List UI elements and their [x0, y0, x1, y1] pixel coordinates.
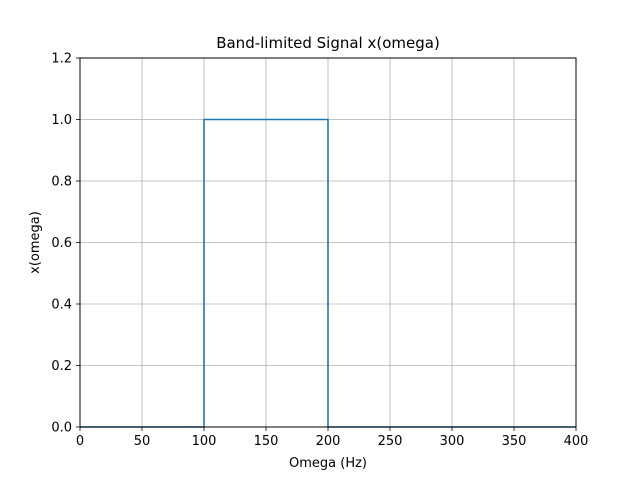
y-tick-label: 0.8 — [51, 175, 72, 190]
x-tick-label: 250 — [378, 434, 403, 449]
x-axis-label: Omega (Hz) — [289, 456, 367, 471]
y-tick-label: 0.6 — [51, 236, 72, 251]
ticks-layer: 0 50 100 150 200 250 300 350 400 0.0 0.2 0.4 0.6 0.8 1… — [51, 52, 588, 450]
y-tick-label: 0.0 — [51, 421, 72, 436]
x-tick-label: 400 — [564, 434, 589, 449]
y-axis-label: x(omega) — [28, 211, 43, 274]
x-tick-label: 300 — [440, 434, 465, 449]
x-tick-label: 200 — [316, 434, 341, 449]
y-tick-label: 0.2 — [51, 359, 72, 374]
x-tick-label: 50 — [134, 434, 151, 449]
y-tick-label: 0.4 — [51, 298, 72, 313]
x-tick-label: 350 — [502, 434, 527, 449]
x-tick-label: 100 — [192, 434, 217, 449]
x-tick-label: 150 — [254, 434, 279, 449]
y-tick-label: 1.0 — [51, 113, 72, 128]
chart-title: Band-limited Signal x(omega) — [216, 34, 440, 52]
x-tick-label: 0 — [76, 434, 84, 449]
y-tick-label: 1.2 — [51, 52, 72, 67]
